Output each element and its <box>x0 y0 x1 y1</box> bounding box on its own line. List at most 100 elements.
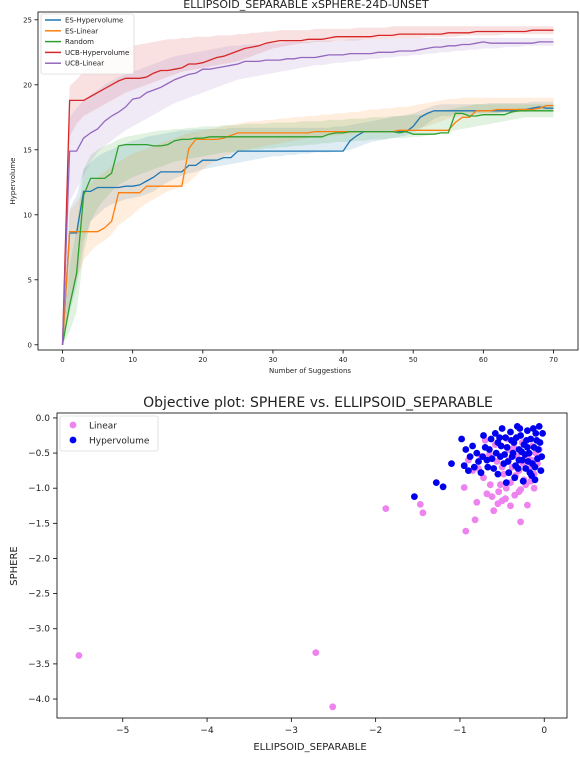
x-tick-label-1: −4 <box>200 726 214 736</box>
chart2-y-ticks: 0.0 −0.5 −1.0 −1.5 −2.0 −2.5 −3.0 −3.5 −4.0 <box>28 414 57 705</box>
point-1-14 <box>491 430 499 437</box>
point-0-54 <box>530 484 538 492</box>
chart2-y-axis-label: SPHERE <box>9 546 20 585</box>
point-0-23 <box>524 501 531 509</box>
point-0-7 <box>460 484 468 491</box>
point-0-6 <box>462 527 470 535</box>
point-1-74 <box>462 446 470 453</box>
point-1-49 <box>475 458 482 465</box>
point-0-13 <box>483 490 491 498</box>
chart2-points <box>75 423 546 711</box>
point-1-45 <box>502 479 510 486</box>
y-tick-label-8: −4.0 <box>28 695 50 705</box>
x-tick-label-0: −5 <box>116 726 129 736</box>
chart2-x-axis-label: ELLIPSOID_SEPARABLE <box>253 742 366 753</box>
x-tick-label-4: 40 <box>339 356 348 364</box>
chart1-y-ticks: 0 5 10 15 20 25 <box>23 16 38 349</box>
point-1-51 <box>513 434 520 441</box>
point-1-0 <box>411 493 418 500</box>
point-0-34 <box>497 481 504 489</box>
legend-label-0: Linear <box>89 422 117 432</box>
point-0-14 <box>488 493 496 500</box>
point-1-71 <box>484 463 492 471</box>
point-1-53 <box>524 458 532 465</box>
y-tick-label-6: −3.0 <box>28 625 50 635</box>
legend-label-2: Random <box>65 38 94 46</box>
chart2-legend: Linear Hypervolume <box>59 415 159 452</box>
point-1-31 <box>522 465 530 472</box>
point-1-61 <box>492 449 500 457</box>
chart1-x-axis-label: Number of Suggestions <box>269 367 351 375</box>
y-tick-label-2: 10 <box>23 211 32 219</box>
x-tick-label-5: 0 <box>541 726 547 736</box>
point-1-65 <box>521 451 529 458</box>
series-line-2 <box>61 110 554 345</box>
band-0 <box>62 101 554 345</box>
x-tick-label-4: −1 <box>453 726 466 736</box>
point-0-48 <box>495 488 503 496</box>
point-0-3 <box>382 505 390 512</box>
point-1-59 <box>504 458 512 465</box>
x-tick-label-3: −2 <box>369 726 382 736</box>
point-1-39 <box>535 423 543 430</box>
point-1-48 <box>481 444 489 451</box>
x-tick-label-1: 10 <box>128 356 137 364</box>
point-1-7 <box>469 442 476 450</box>
legend-label-4: UCB-Linear <box>65 60 104 68</box>
point-1-68 <box>501 451 508 458</box>
chart1-y-axis-label: Hypervolume <box>9 158 17 205</box>
x-tick-label-2: −3 <box>285 726 298 736</box>
x-tick-label-2: 20 <box>198 356 207 364</box>
legend-label-1: ES-Linear <box>65 27 98 35</box>
point-1-5 <box>460 462 468 470</box>
chart1-legend-box <box>40 13 135 75</box>
point-1-41 <box>537 467 545 474</box>
series-line-0 <box>61 106 554 345</box>
point-1-1 <box>432 479 440 486</box>
point-1-79 <box>515 456 523 464</box>
legend-label-1: Hypervolume <box>89 437 150 447</box>
series-line-3 <box>61 29 554 345</box>
legend-label-3: UCB-Hypervolume <box>65 49 129 57</box>
chart2-legend-box <box>59 415 159 452</box>
point-0-1 <box>312 649 320 656</box>
point-0-35 <box>493 458 501 465</box>
point-1-66 <box>514 465 522 472</box>
point-1-20 <box>503 444 511 451</box>
point-1-54 <box>531 463 539 471</box>
legend-label-0: ES-Hypervolume <box>65 17 123 25</box>
hypervolume-chart: ELLIPSOID_SEPARABLE xSPHERE-24D-UNSET 0 1… <box>9 0 579 375</box>
point-1-19 <box>502 434 509 441</box>
point-0-2 <box>329 703 337 711</box>
point-1-57 <box>516 425 524 432</box>
point-1-56 <box>523 437 530 444</box>
legend-marker-0 <box>69 421 77 429</box>
point-1-72 <box>479 453 487 460</box>
chart1-x-ticks: 0 10 20 30 40 50 60 70 <box>60 350 558 364</box>
point-1-75 <box>538 453 546 460</box>
point-1-46 <box>494 470 502 478</box>
series-line-1 <box>61 104 554 345</box>
point-1-3 <box>448 460 455 467</box>
point-1-9 <box>477 469 485 477</box>
chart2-x-ticks: −5 −4 −3 −2 −1 0 <box>116 718 547 736</box>
objective-scatter-chart: Objective plot: SPHERE vs. ELLIPSOID_SEP… <box>9 395 568 753</box>
point-1-64 <box>526 469 534 477</box>
point-0-40 <box>510 444 518 451</box>
point-1-2 <box>439 483 447 491</box>
y-tick-label-1: −0.5 <box>28 449 50 459</box>
point-1-76 <box>539 430 546 437</box>
point-0-52 <box>507 502 514 510</box>
chart1-legend-items: ES-Hypervolume ES-Linear Random UCB-Hypervo… <box>45 17 129 68</box>
y-tick-label-0: 0.0 <box>36 414 51 424</box>
x-tick-label-7: 70 <box>549 356 558 364</box>
point-1-70 <box>487 435 495 443</box>
chart2-title: Objective plot: SPHERE vs. ELLIPSOID_SEP… <box>143 395 493 411</box>
point-0-47 <box>502 495 509 503</box>
x-tick-label-6: 60 <box>479 356 488 364</box>
y-tick-label-5: 25 <box>23 16 32 24</box>
point-0-5 <box>419 509 427 517</box>
point-1-22 <box>507 428 514 436</box>
chart1-title: ELLIPSOID_SEPARABLE xSPHERE-24D-UNSET <box>183 0 429 11</box>
